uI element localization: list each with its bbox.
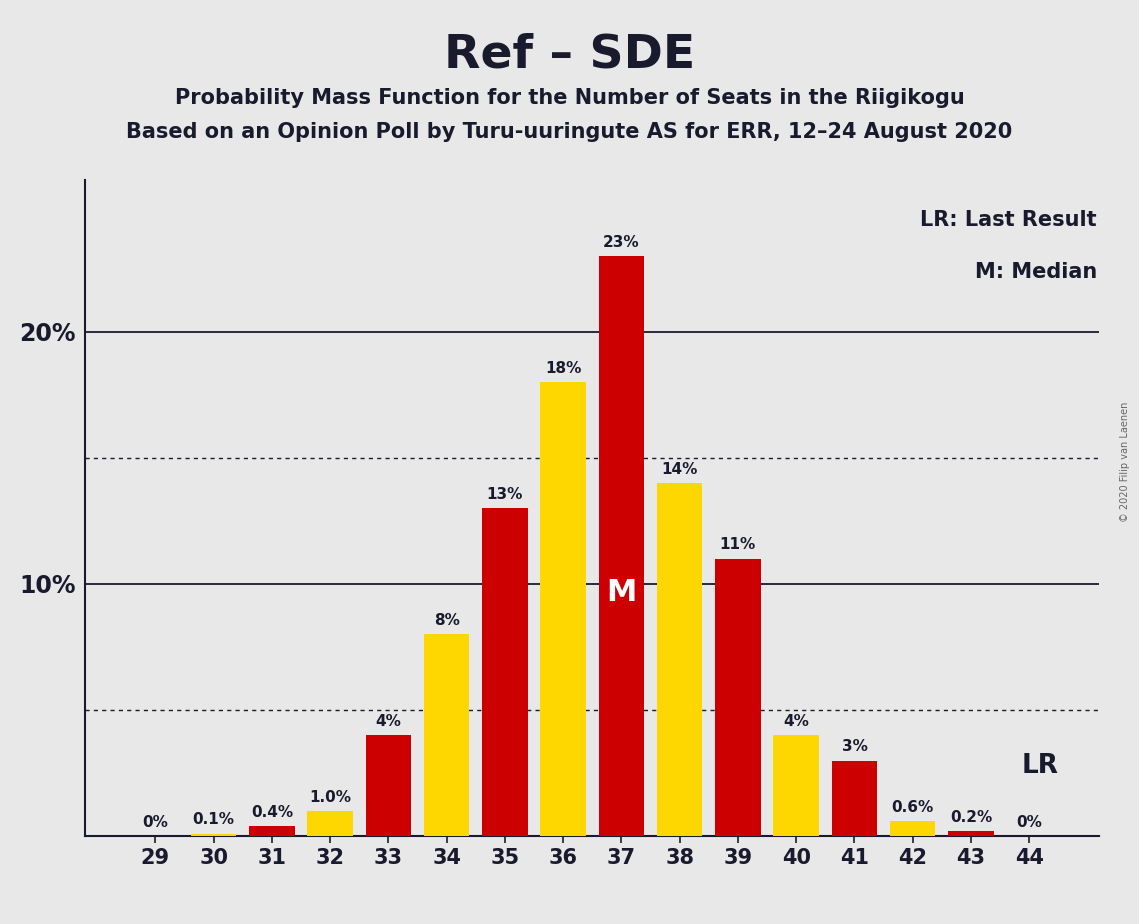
Text: 18%: 18% <box>544 360 581 376</box>
Text: Ref – SDE: Ref – SDE <box>444 32 695 78</box>
Text: 13%: 13% <box>486 487 523 502</box>
Text: 4%: 4% <box>784 714 809 729</box>
Text: Based on an Opinion Poll by Turu-uuringute AS for ERR, 12–24 August 2020: Based on an Opinion Poll by Turu-uuringu… <box>126 122 1013 142</box>
Text: LR: LR <box>1022 752 1058 779</box>
Bar <box>540 382 585 836</box>
Text: M: Median: M: Median <box>975 262 1097 282</box>
Text: 0.4%: 0.4% <box>251 805 293 820</box>
Bar <box>249 826 295 836</box>
Bar <box>191 833 236 836</box>
Text: 14%: 14% <box>662 462 698 477</box>
Text: 11%: 11% <box>720 538 756 553</box>
Text: 0.6%: 0.6% <box>892 800 934 815</box>
Text: 3%: 3% <box>842 739 868 754</box>
Text: 0.1%: 0.1% <box>192 812 235 827</box>
Bar <box>890 821 935 836</box>
Bar <box>949 832 993 836</box>
Bar <box>424 635 469 836</box>
Text: M: M <box>606 578 637 607</box>
Bar <box>715 559 761 836</box>
Text: Probability Mass Function for the Number of Seats in the Riigikogu: Probability Mass Function for the Number… <box>174 88 965 108</box>
Text: 0.2%: 0.2% <box>950 809 992 825</box>
Bar <box>831 760 877 836</box>
Text: 0%: 0% <box>142 815 169 830</box>
Bar <box>482 508 527 836</box>
Bar <box>308 811 353 836</box>
Text: 0%: 0% <box>1016 815 1042 830</box>
Text: 8%: 8% <box>434 613 459 628</box>
Bar <box>366 736 411 836</box>
Bar <box>657 483 703 836</box>
Text: 4%: 4% <box>376 714 401 729</box>
Bar <box>599 256 645 836</box>
Text: 23%: 23% <box>603 235 640 249</box>
Text: 1.0%: 1.0% <box>309 790 351 805</box>
Bar <box>773 736 819 836</box>
Text: © 2020 Filip van Laenen: © 2020 Filip van Laenen <box>1120 402 1130 522</box>
Text: LR: Last Result: LR: Last Result <box>920 210 1097 230</box>
